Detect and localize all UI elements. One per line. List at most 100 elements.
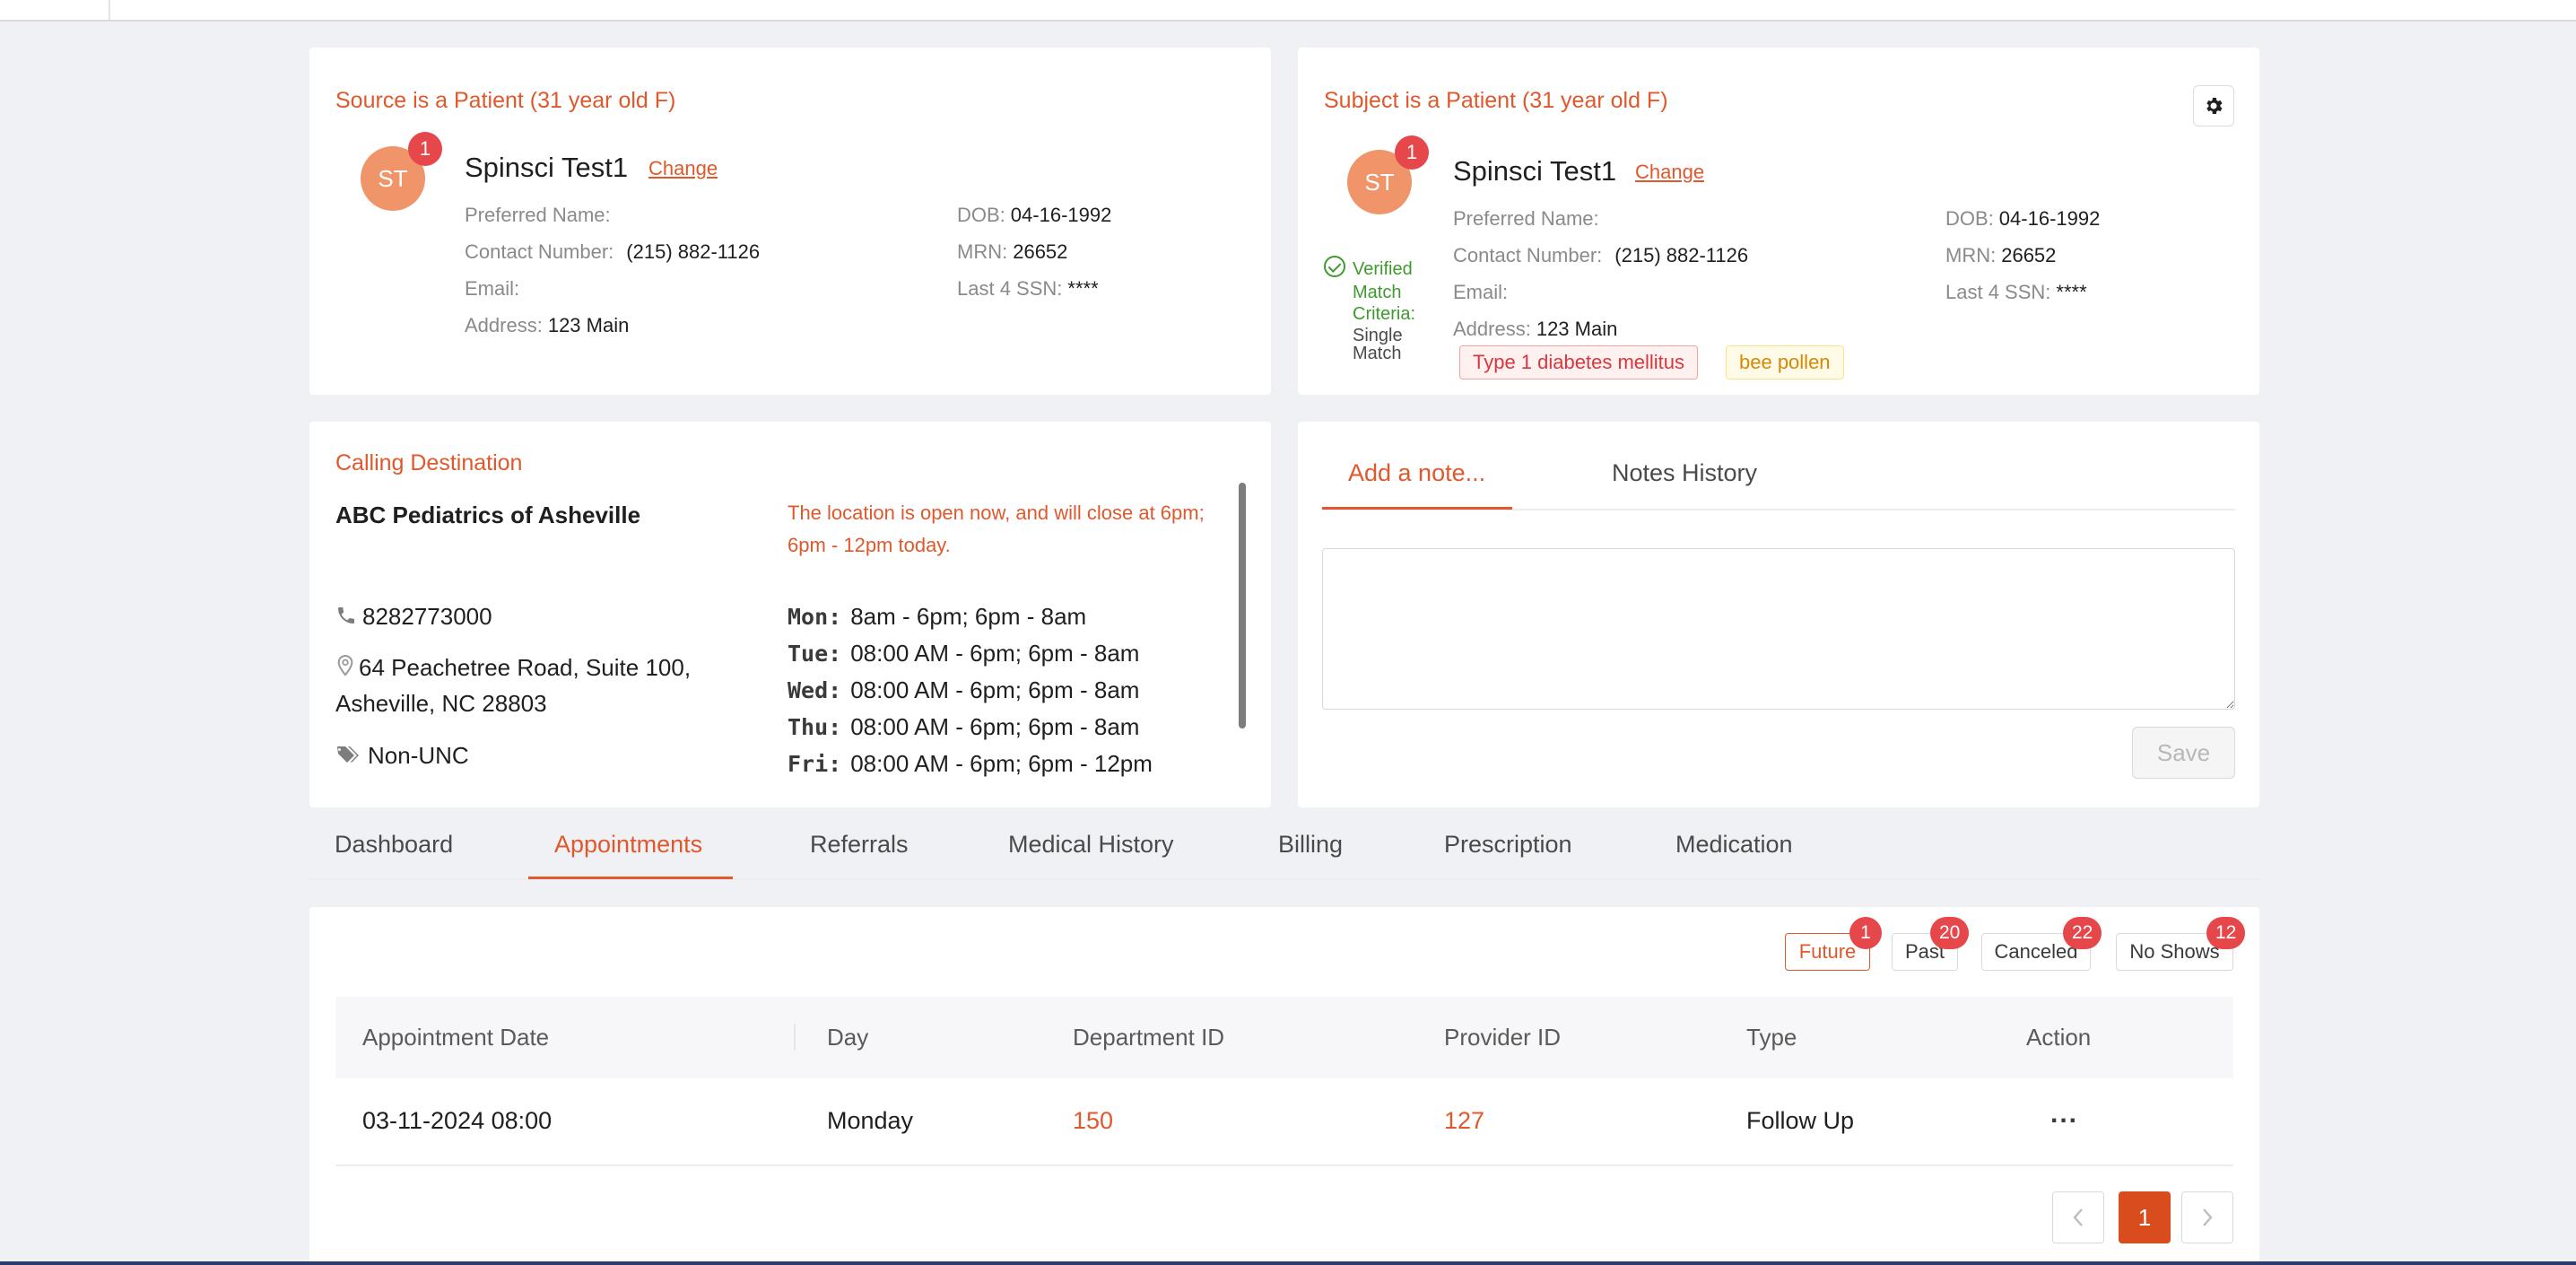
pagination-next-button[interactable] <box>2181 1191 2233 1243</box>
column-separator <box>794 1024 796 1051</box>
ssn-value: **** <box>2056 281 2087 303</box>
address-label: Address: <box>465 314 543 336</box>
column-provider-id: Provider ID <box>1444 1024 1562 1051</box>
contact-number-value: (215) 882-1126 <box>1614 244 1749 266</box>
condition-tag: Type 1 diabetes mellitus <box>1459 345 1699 380</box>
appointment-date: 03-11-2024 08:00 <box>362 1107 553 1134</box>
department-id-link[interactable]: 150 <box>1073 1107 1114 1134</box>
tag-icon <box>335 739 368 775</box>
tab-referrals[interactable]: Referrals <box>810 831 909 858</box>
chevron-right-icon <box>2203 1208 2213 1226</box>
contact-number-label: Contact Number: <box>1453 244 1603 266</box>
address-row-2: Asheville, NC 28803 <box>335 685 547 721</box>
open-status-message: The location is open now, and will close… <box>788 502 1205 556</box>
verified-status: Verified <box>1353 258 1413 280</box>
calling-destination-title: Calling Destination <box>335 450 523 475</box>
email-label: Email: <box>1453 281 1509 303</box>
hours-row-wed: Wed: 08:00 AM - 6pm; 6pm - 8am <box>788 672 1153 709</box>
match-criteria: Match Criteria: Single Match <box>1353 282 1415 364</box>
top-bar <box>0 0 2576 22</box>
main-tabs-divider <box>309 878 2259 880</box>
patient-name: Spinsci Test1 <box>1453 155 1617 187</box>
contact-number-field: Contact Number: (215) 882-1126 <box>465 240 760 264</box>
tab-dashboard[interactable]: Dashboard <box>335 831 454 858</box>
change-patient-link[interactable]: Change <box>1635 161 1705 183</box>
tab-billing[interactable]: Billing <box>1278 831 1344 858</box>
tag-row: Non-UNC <box>335 737 469 775</box>
phone-icon <box>335 600 362 636</box>
notification-badge: 1 <box>1395 135 1429 170</box>
note-textarea[interactable] <box>1322 548 2235 710</box>
hours-day: Fri: <box>788 751 842 777</box>
allergy-tag: bee pollen <box>1726 345 1844 380</box>
settings-button[interactable] <box>2193 85 2234 126</box>
column-appointment-date: Appointment Date <box>362 1024 550 1051</box>
match-criteria-value-line2: Match <box>1353 344 1402 363</box>
scrollbar[interactable] <box>1239 483 1246 728</box>
hours-day: Tue: <box>788 641 842 667</box>
row-divider <box>335 1165 2233 1166</box>
preferred-name-label: Preferred Name: <box>465 204 611 226</box>
source-patient-card: Source is a Patient (31 year old F) ST 1… <box>309 48 1271 395</box>
tab-appointments[interactable]: Appointments <box>554 831 703 858</box>
tab-medical-history[interactable]: Medical History <box>1008 831 1174 858</box>
tab-medication[interactable]: Medication <box>1675 831 1793 858</box>
ssn-value: **** <box>1067 277 1099 300</box>
ssn-field: Last 4 SSN: **** <box>1945 281 2087 304</box>
destination-tag: Non-UNC <box>368 742 469 769</box>
tab-notes-history[interactable]: Notes History <box>1612 459 1758 486</box>
address-row: 64 Peachetree Road, Suite 100, <box>335 650 691 687</box>
verified-label: Verified <box>1353 259 1413 279</box>
match-criteria-value-line1: Single <box>1353 326 1403 345</box>
pagination-prev-button[interactable] <box>2052 1191 2104 1243</box>
destination-phone[interactable]: 8282773000 <box>362 603 492 630</box>
dob-label: DOB: <box>957 204 1005 226</box>
row-action-menu[interactable]: ... <box>2050 1099 2079 1129</box>
hours-day: Wed: <box>788 677 842 703</box>
destination-address-line2: Asheville, NC 28803 <box>335 690 547 717</box>
preferred-name-label: Preferred Name: <box>1453 207 1599 230</box>
hours-time: 08:00 AM - 6pm; 6pm - 8am <box>850 676 1140 703</box>
change-patient-link[interactable]: Change <box>648 157 718 179</box>
destination-address-line1: 64 Peachetree Road, Suite 100, <box>359 654 692 681</box>
appointment-day: Monday <box>827 1107 914 1134</box>
hours-day: Mon: <box>788 604 842 630</box>
source-card-title: Source is a Patient (31 year old F) <box>335 88 676 113</box>
column-day: Day <box>827 1024 869 1051</box>
tab-add-note[interactable]: Add a note... <box>1348 459 1486 486</box>
save-button[interactable]: Save <box>2132 727 2235 779</box>
filter-past-button[interactable]: Past <box>1892 933 1958 971</box>
preferred-name-field: Preferred Name: <box>1453 207 1605 231</box>
bottom-edge <box>0 1261 2576 1265</box>
match-criteria-label-line1: Match <box>1353 283 1402 302</box>
hours-row-thu: Thu: 08:00 AM - 6pm; 6pm - 8am <box>788 709 1153 746</box>
appointments-card: Future 1 Past 20 Canceled 22 No Shows 12… <box>309 907 2259 1265</box>
filter-no-shows-count: 12 <box>2206 917 2246 949</box>
appointment-type: Follow Up <box>1746 1107 1855 1134</box>
filter-future-count: 1 <box>1849 917 1882 949</box>
mrn-label: MRN: <box>1945 244 1997 266</box>
ssn-label: Last 4 SSN: <box>957 277 1063 300</box>
address-field: Address: 123 Main <box>1453 318 1617 341</box>
subject-patient-card: Subject is a Patient (31 year old F) ST … <box>1298 48 2259 395</box>
pagination-page-1[interactable]: 1 <box>2119 1191 2171 1243</box>
mrn-field: MRN: 26652 <box>957 240 1067 264</box>
preferred-name-field: Preferred Name: <box>465 204 616 227</box>
filter-canceled-count: 22 <box>2063 917 2102 949</box>
gear-icon <box>2206 98 2223 114</box>
mrn-label: MRN: <box>957 240 1008 263</box>
notes-card: Add a note... Notes History Save <box>1298 422 2259 807</box>
hours-row-mon: Mon: 8am - 6pm; 6pm - 8am <box>788 598 1153 635</box>
dob-value: 04-16-1992 <box>1998 207 2101 230</box>
email-field: Email: <box>1453 281 1513 304</box>
provider-id-link[interactable]: 127 <box>1444 1107 1485 1134</box>
address-field: Address: 123 Main <box>465 314 629 337</box>
active-main-tab-indicator <box>528 877 733 879</box>
hours-row-tue: Tue: 08:00 AM - 6pm; 6pm - 8am <box>788 635 1153 672</box>
tab-prescription[interactable]: Prescription <box>1444 831 1572 858</box>
filter-no-shows-button[interactable]: No Shows <box>2116 933 2233 971</box>
hours-list: Mon: 8am - 6pm; 6pm - 8am Tue: 08:00 AM - … <box>788 598 1153 782</box>
subject-card-title: Subject is a Patient (31 year old F) <box>1324 88 1668 113</box>
mrn-value: 26652 <box>1013 240 1068 263</box>
ssn-field: Last 4 SSN: **** <box>957 277 1099 301</box>
